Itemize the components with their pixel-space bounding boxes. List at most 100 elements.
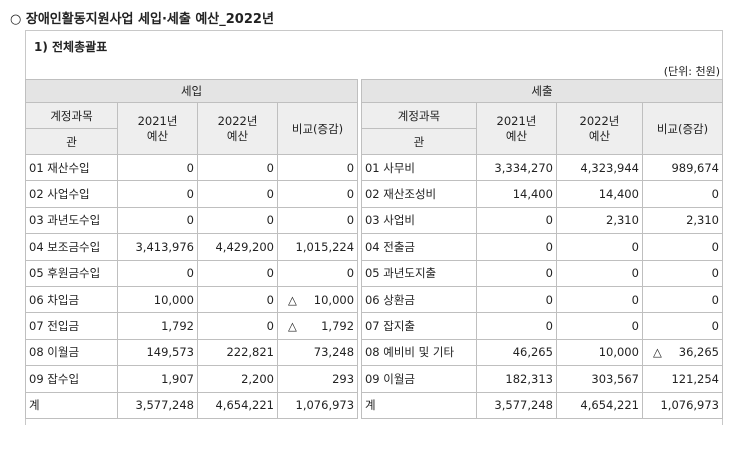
account-header: 계정과목 <box>360 102 477 129</box>
budget-2021-cell: 0 <box>475 206 557 235</box>
diff-value: 1,076,973 <box>295 398 355 413</box>
diff-value: 10,000 <box>313 292 355 307</box>
diff-cell: 0 <box>276 206 359 235</box>
decrease-mark: △ <box>288 292 297 307</box>
diff-cell: 0 <box>641 259 724 287</box>
account-header: 계정과목 <box>25 102 118 129</box>
diff-cell: 1,015,224 <box>276 233 359 261</box>
diff-value: 0 <box>346 266 355 281</box>
budget-2022-cell: 0 <box>197 312 278 340</box>
expenditure-row: 07 잡지출 0 0 0 <box>360 312 724 340</box>
budget-2021-cell: 1,792 <box>117 312 198 340</box>
account-name-cell: 02 재산조성비 <box>360 180 477 208</box>
expenditure-row: 08 예비비 및 기타 46,265 10,000 △ 36,265 <box>360 338 724 367</box>
account-name-cell: 03 과년도수입 <box>25 206 118 235</box>
revenue-table-body: 01 재산수입 0 0 0 02 사업수입 0 0 0 03 과년도수입 0 0 0 04 보조금수입 3… <box>25 153 359 419</box>
expenditure-row: 06 상환금 0 0 0 <box>360 285 724 314</box>
revenue-row: 04 보조금수입 3,413,976 4,429,200 1,015,224 <box>25 233 359 261</box>
account-name-cell: 06 차입금 <box>25 285 118 314</box>
expenditure-row: 01 사무비 3,334,270 4,323,944 989,674 <box>360 153 724 182</box>
diff-value: 0 <box>346 187 355 202</box>
diff-cell: 0 <box>641 312 724 340</box>
account-name-cell: 09 잡수입 <box>25 365 118 393</box>
expenditure-row: 05 과년도지출 0 0 0 <box>360 259 724 287</box>
budget-2022-cell: 4,654,221 <box>197 391 278 419</box>
budget-2021-cell: 0 <box>117 180 198 208</box>
diff-value: 0 <box>711 319 719 334</box>
budget-2021-cell: 3,334,270 <box>475 153 557 182</box>
revenue-section-header: 세입 <box>24 79 359 103</box>
budget-2021-cell: 3,577,248 <box>475 391 557 419</box>
diff-cell: △ 36,265 <box>641 338 724 367</box>
decrease-mark: △ <box>652 345 662 360</box>
budget-2022-header: 2022년 예산 <box>555 102 643 155</box>
budget-2021-cell: 0 <box>117 206 198 235</box>
expenditure-row: 계 3,577,248 4,654,221 1,076,973 <box>360 391 724 419</box>
budget-2022-cell: 14,400 <box>555 180 643 208</box>
diff-value: 989,674 <box>671 160 719 175</box>
diff-cell: △ 10,000 <box>276 285 359 314</box>
budget-2022-cell: 0 <box>197 153 278 182</box>
decrease-mark: △ <box>288 319 297 334</box>
diff-cell: 2,310 <box>641 206 724 235</box>
account-name-cell: 04 보조금수입 <box>25 233 118 261</box>
account-sub-header: 관 <box>25 128 118 155</box>
account-name-cell: 05 후원금수입 <box>25 259 118 287</box>
account-name-cell: 계 <box>25 391 118 419</box>
diff-header: 비교(증감) <box>276 102 359 155</box>
unit-label: (단위: 천원) <box>663 65 720 78</box>
revenue-row: 05 후원금수입 0 0 0 <box>25 259 359 287</box>
diff-cell: 1,076,973 <box>276 391 359 419</box>
budget-2022-header: 2022년 예산 <box>197 102 278 155</box>
budget-2022-cell: 10,000 <box>555 338 643 367</box>
budget-2021-header: 2021년 예산 <box>475 102 557 155</box>
diff-cell: 293 <box>276 365 359 393</box>
budget-2022-cell: 4,654,221 <box>555 391 643 419</box>
account-name-cell: 06 상환금 <box>360 285 477 314</box>
expenditure-table: 세출 계정과목 2021년 예산 2022년 예산 비교(증감) 관 01 사무비 3… <box>360 79 724 419</box>
budget-2022-cell: 2,310 <box>555 206 643 235</box>
account-name-cell: 01 재산수입 <box>25 153 118 182</box>
expenditure-section-header: 세출 <box>360 79 724 103</box>
expenditure-row: 03 사업비 0 2,310 2,310 <box>360 206 724 235</box>
account-name-cell: 08 이월금 <box>25 338 118 367</box>
budget-2021-header: 2021년 예산 <box>117 102 198 155</box>
diff-value: 1,792 <box>321 319 355 334</box>
expenditure-row: 02 재산조성비 14,400 14,400 0 <box>360 180 724 208</box>
budget-2022-cell: 303,567 <box>555 365 643 393</box>
budget-2022-cell: 0 <box>197 206 278 235</box>
budget-2021-cell: 0 <box>475 259 557 287</box>
diff-cell: 1,076,973 <box>641 391 724 419</box>
diff-value: 36,265 <box>678 345 719 360</box>
budget-2022-cell: 0 <box>555 285 643 314</box>
budget-2022-cell: 0 <box>555 312 643 340</box>
revenue-row: 06 차입금 10,000 0 △ 10,000 <box>25 285 359 314</box>
budget-summary-tables: 세입 계정과목 2021년 예산 2022년 예산 비교(증감) 관 01 재산수입… <box>24 79 724 419</box>
revenue-row: 계 3,577,248 4,654,221 1,076,973 <box>25 391 359 419</box>
section-title: 1) 전체총괄표 <box>34 40 108 54</box>
diff-value: 293 <box>332 371 355 386</box>
diff-cell: 0 <box>641 233 724 261</box>
budget-2021-cell: 0 <box>475 312 557 340</box>
expenditure-row: 09 이월금 182,313 303,567 121,254 <box>360 365 724 393</box>
budget-2022-cell: 0 <box>197 259 278 287</box>
diff-value: 0 <box>346 160 355 175</box>
diff-value: 2,310 <box>686 213 719 228</box>
revenue-row: 07 전입금 1,792 0 △ 1,792 <box>25 312 359 340</box>
account-name-cell: 07 잡지출 <box>360 312 477 340</box>
diff-cell: 121,254 <box>641 365 724 393</box>
diff-value: 0 <box>711 266 719 281</box>
revenue-row: 01 재산수입 0 0 0 <box>25 153 359 182</box>
account-name-cell: 08 예비비 및 기타 <box>360 338 477 367</box>
diff-cell: 0 <box>276 180 359 208</box>
diff-cell: 0 <box>276 259 359 287</box>
diff-value: 0 <box>711 239 719 254</box>
document-title: ○ 장애인활동지원사업 세입·세출 예산_2022년 <box>10 12 274 27</box>
revenue-row: 02 사업수입 0 0 0 <box>25 180 359 208</box>
budget-2021-cell: 3,577,248 <box>117 391 198 419</box>
expenditure-table-body: 01 사무비 3,334,270 4,323,944 989,674 02 재산조성비 1… <box>360 153 724 419</box>
diff-value: 0 <box>346 213 355 228</box>
budget-2021-cell: 0 <box>117 259 198 287</box>
revenue-table: 세입 계정과목 2021년 예산 2022년 예산 비교(증감) 관 01 재산수입… <box>24 79 359 419</box>
revenue-row: 08 이월금 149,573 222,821 73,248 <box>25 338 359 367</box>
